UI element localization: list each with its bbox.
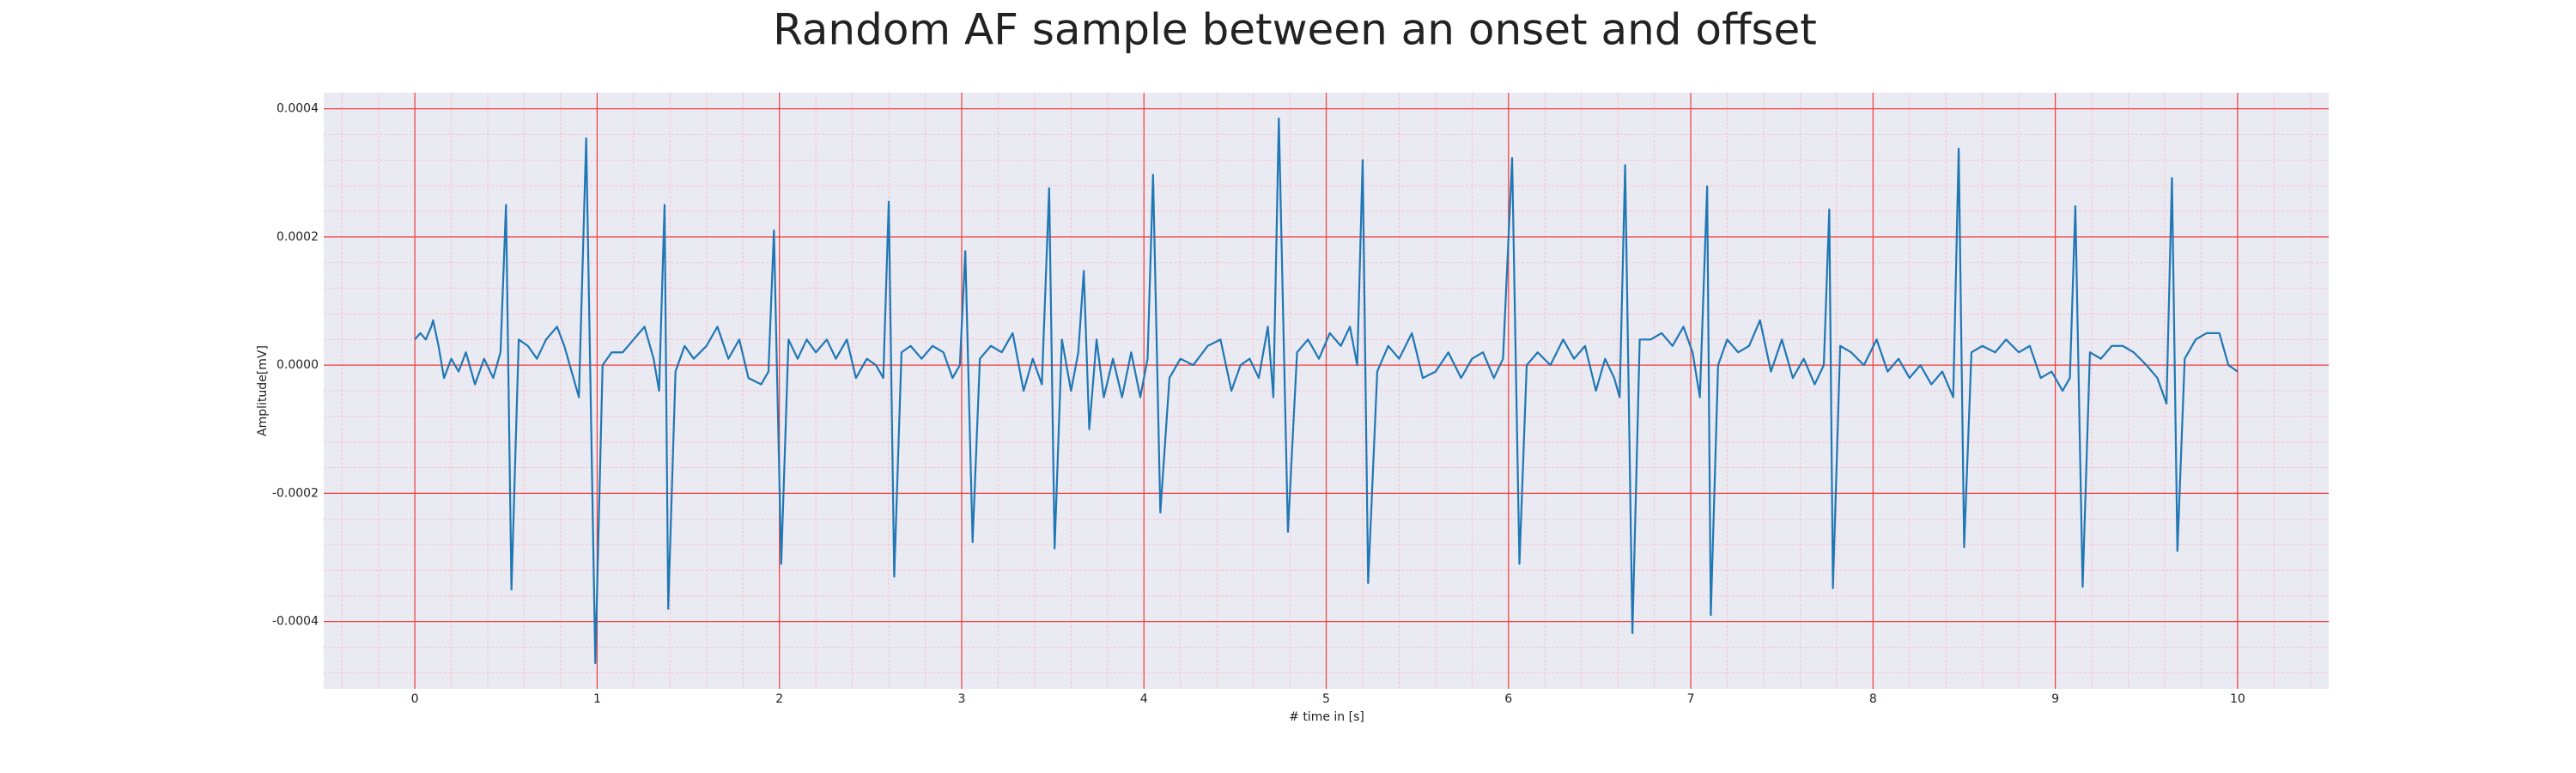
y-axis-label: Amplitude[mV]: [256, 345, 270, 436]
x-tick-label: 7: [1687, 692, 1695, 706]
y-tick-label: 0.0004: [276, 102, 319, 116]
x-tick-label: 10: [2230, 692, 2245, 706]
y-tick-label: -0.0002: [272, 486, 319, 500]
y-tick-label: 0.0002: [276, 230, 319, 244]
x-axis-label: # time in [s]: [1289, 710, 1364, 724]
signal-line: [414, 117, 2239, 665]
x-tick-label: 4: [1140, 692, 1148, 706]
y-tick-label: -0.0004: [272, 615, 319, 629]
x-tick-label: 1: [593, 692, 601, 706]
x-tick-label: 6: [1504, 692, 1512, 706]
x-tick-label: 8: [1869, 692, 1877, 706]
x-tick-label: 3: [957, 692, 965, 706]
x-tick-label: 2: [775, 692, 783, 706]
y-tick-label: 0.0000: [276, 358, 319, 372]
chart-title: Random AF sample between an onset and of…: [773, 5, 1817, 55]
x-tick-label: 9: [2051, 692, 2059, 706]
x-tick-label: 5: [1322, 692, 1330, 706]
x-tick-label: 0: [411, 692, 419, 706]
